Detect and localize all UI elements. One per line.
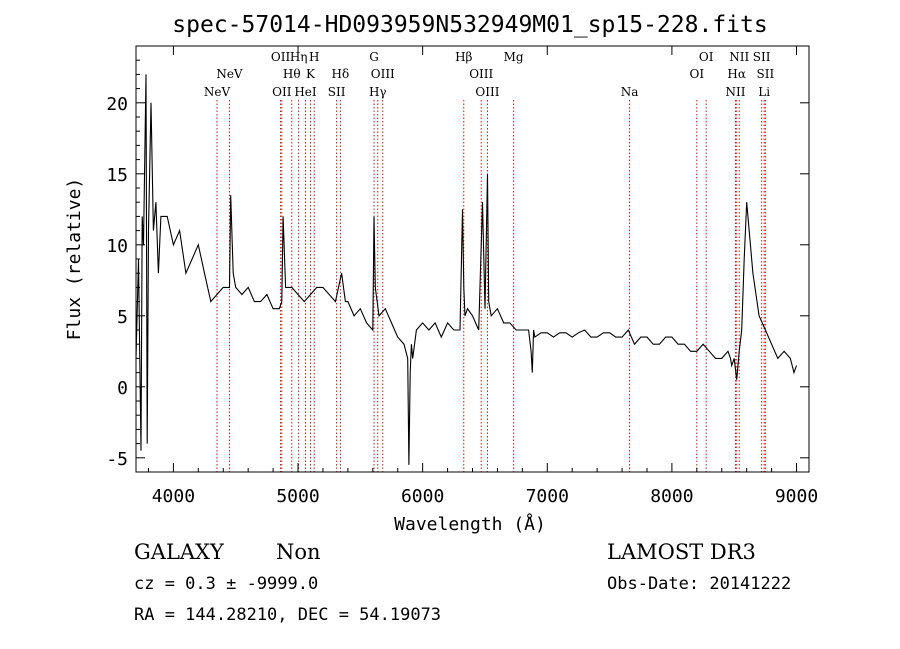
y-tick-label-0: -5 bbox=[106, 449, 128, 470]
line-label-2: OII bbox=[271, 50, 291, 64]
line-label-25: SII bbox=[757, 67, 775, 81]
redshift-value: cz = 0.3 ± -9999.0 bbox=[134, 574, 318, 594]
object-class: GALAXY bbox=[134, 540, 225, 564]
line-label-23: NII bbox=[725, 85, 745, 99]
line-label-4: Hη bbox=[290, 50, 308, 64]
line-label-24: SII bbox=[753, 50, 771, 64]
line-label-15: OIII bbox=[469, 67, 493, 81]
y-tick-label-1: 0 bbox=[117, 378, 128, 399]
coordinates: RA = 144.28210, DEC = 54.19073 bbox=[134, 605, 441, 625]
line-label-11: G bbox=[369, 50, 379, 64]
line-label-22: Hα bbox=[727, 67, 746, 81]
x-tick-label-0: 4000 bbox=[152, 486, 195, 507]
line-label-16: OIII bbox=[475, 85, 499, 99]
line-label-3: OII bbox=[272, 85, 292, 99]
plot-frame bbox=[135, 45, 810, 473]
y-axis-label: Flux (relative) bbox=[64, 178, 85, 341]
line-label-19: OI bbox=[699, 50, 714, 64]
line-label-10: SII bbox=[328, 85, 346, 99]
x-tick-label-1: 5000 bbox=[276, 486, 319, 507]
y-axis-ticks: -5 0 5 10 15 20 bbox=[106, 59, 809, 470]
survey-name: LAMOST DR3 bbox=[607, 540, 756, 564]
x-tick-label-3: 7000 bbox=[526, 486, 569, 507]
line-label-6: HeI bbox=[294, 85, 317, 99]
object-subclass: Non bbox=[276, 540, 321, 564]
line-label-8: K bbox=[306, 67, 316, 81]
observation-date: Obs-Date: 20141222 bbox=[607, 574, 791, 594]
line-label-26: Li bbox=[758, 85, 770, 99]
y-tick-label-4: 15 bbox=[106, 165, 128, 186]
y-tick-label-5: 20 bbox=[106, 94, 128, 115]
spectrum-series-line bbox=[135, 74, 798, 465]
x-tick-label-2: 6000 bbox=[401, 486, 444, 507]
line-label-21: NII bbox=[729, 50, 749, 64]
y-tick-label-2: 5 bbox=[117, 307, 128, 328]
line-label-18: Na bbox=[621, 85, 639, 99]
chart-title: spec-57014-HD093959N532949M01_sp15-228.f… bbox=[172, 12, 767, 38]
x-axis-label: Wavelength (Å) bbox=[394, 513, 546, 535]
y-tick-label-3: 10 bbox=[106, 236, 128, 257]
line-label-12: OIII bbox=[371, 67, 395, 81]
line-label-1: NeV bbox=[216, 67, 243, 81]
line-label-14: Hβ bbox=[455, 50, 472, 64]
x-tick-label-5: 9000 bbox=[775, 486, 818, 507]
line-label-9: Hδ bbox=[332, 67, 350, 81]
x-axis-ticks: 4000 5000 6000 7000 8000 9000 bbox=[147, 46, 818, 507]
line-label-13: Hγ bbox=[369, 85, 387, 99]
line-label-20: OI bbox=[690, 67, 705, 81]
line-label-7: H bbox=[309, 50, 319, 64]
emission-line-markers bbox=[216, 100, 766, 472]
line-label-5: Hθ bbox=[283, 67, 301, 81]
x-tick-label-4: 8000 bbox=[650, 486, 693, 507]
line-label-17: Mg bbox=[504, 50, 524, 64]
line-label-0: NeV bbox=[204, 85, 231, 99]
